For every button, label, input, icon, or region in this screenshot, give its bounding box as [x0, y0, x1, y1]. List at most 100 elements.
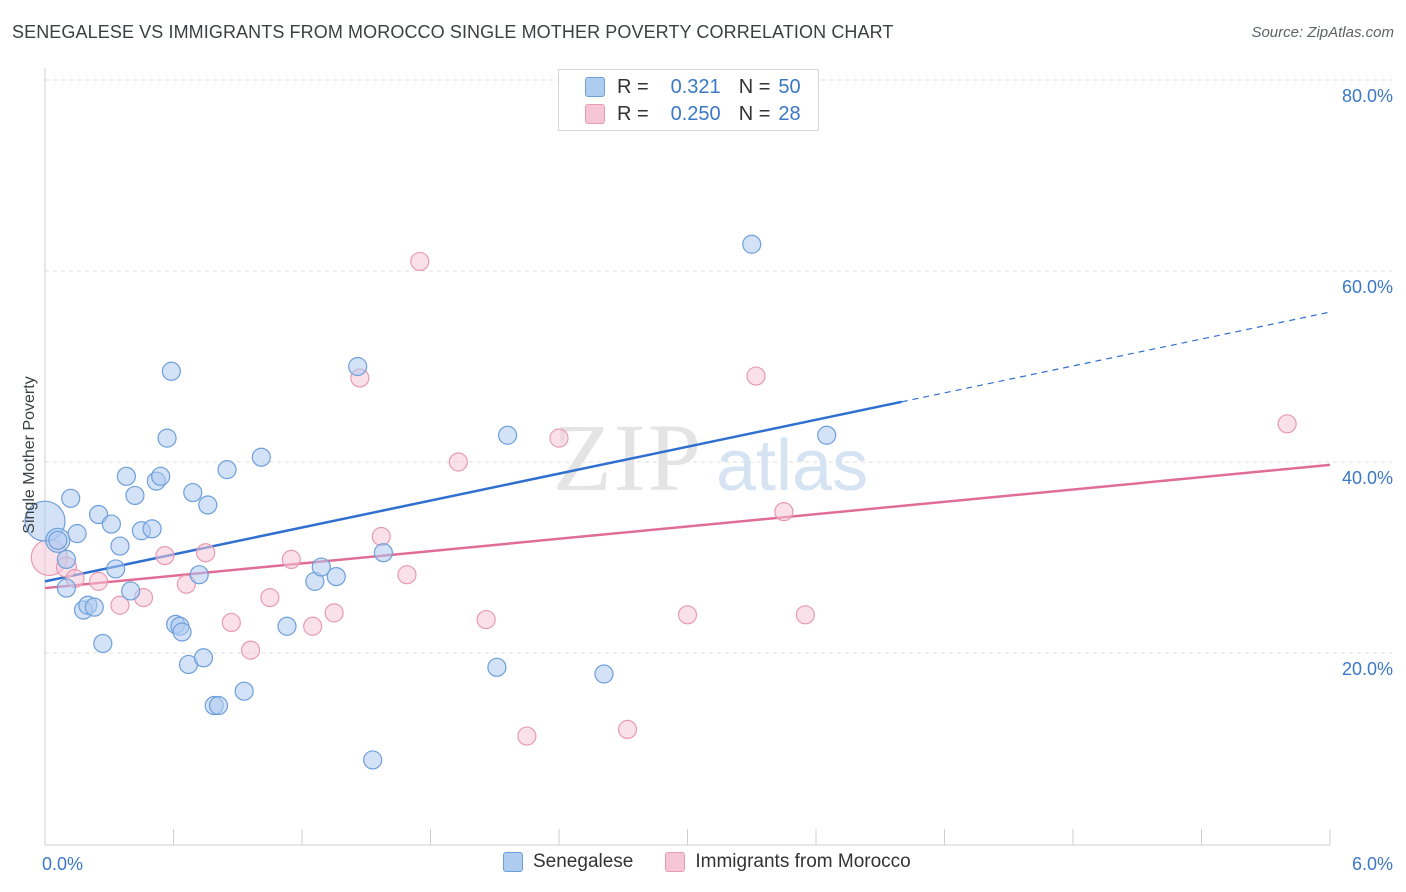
legend-swatch-senegalese: [585, 77, 605, 97]
axes: [44, 68, 1331, 846]
point-senegalese: [251, 447, 271, 467]
x-tick-labels: 0.0% 6.0%: [42, 854, 1393, 874]
point-morocco: [371, 526, 391, 547]
point-morocco: [746, 366, 766, 386]
bottom-legend-swatch-senegalese: [503, 852, 523, 872]
point-morocco: [221, 612, 241, 633]
point-morocco: [517, 726, 537, 746]
x-tick-label-min: 0.0%: [42, 854, 83, 874]
point-senegalese: [198, 495, 218, 515]
trend-lines: [44, 311, 1331, 590]
point-senegalese: [277, 616, 297, 636]
point-senegalese: [208, 695, 229, 716]
point-senegalese: [151, 466, 171, 486]
point-morocco: [155, 545, 175, 566]
x-tick-label-max: 6.0%: [1352, 854, 1393, 874]
point-senegalese: [56, 578, 77, 598]
y-tick-label: 40.0%: [1342, 468, 1393, 488]
point-senegalese: [101, 514, 121, 534]
legend-row-morocco: R = 0.250 N = 28: [585, 101, 801, 127]
bottom-legend-senegalese: Senegalese: [503, 851, 633, 873]
point-morocco: [410, 251, 430, 272]
legend-r-label: R =: [617, 75, 649, 98]
points-senegalese: [24, 99, 837, 770]
legend-n-value: 28: [778, 102, 801, 125]
legend-n-value: 50: [778, 75, 801, 98]
watermark: ZIP atlas: [553, 404, 868, 511]
trend-line-senegalese: [44, 400, 902, 583]
bottom-legend-morocco: Immigrants from Morocco: [665, 851, 911, 873]
legend-r-label: R =: [617, 102, 649, 125]
point-senegalese: [142, 519, 162, 539]
point-senegalese: [373, 543, 393, 563]
point-senegalese: [363, 750, 383, 770]
point-senegalese: [125, 485, 145, 506]
point-morocco: [110, 595, 130, 615]
point-senegalese: [326, 566, 346, 587]
point-morocco: [774, 502, 794, 522]
point-senegalese: [311, 557, 331, 577]
legend-n-label: N =: [738, 75, 771, 98]
bottom-legend-label-morocco: Immigrants from Morocco: [695, 851, 911, 872]
point-senegalese: [61, 488, 81, 508]
point-senegalese: [172, 622, 192, 642]
point-senegalese: [121, 581, 141, 601]
point-senegalese: [217, 460, 237, 480]
point-senegalese: [487, 657, 507, 677]
point-senegalese: [48, 530, 68, 550]
bottom-legend-swatch-morocco: [665, 852, 686, 872]
point-senegalese: [106, 559, 126, 579]
point-morocco: [88, 571, 109, 591]
legend-n-label: N =: [738, 102, 771, 125]
chart-title: SENEGALESE VS IMMIGRANTS FROM MOROCCO SI…: [12, 22, 894, 42]
point-senegalese: [183, 482, 203, 503]
point-morocco: [176, 574, 196, 594]
gridlines: [45, 79, 1392, 654]
point-senegalese: [348, 356, 368, 377]
trend-line-morocco: [44, 463, 1331, 590]
point-morocco: [617, 719, 638, 740]
watermark-zip: ZIP: [553, 404, 703, 511]
bottom-legend-label-senegalese: Senegalese: [533, 851, 634, 872]
point-senegalese: [742, 234, 762, 254]
point-senegalese: [161, 361, 181, 381]
point-senegalese: [56, 549, 77, 570]
point-morocco: [281, 549, 301, 570]
y-axis-label: Single Mother Poverty: [21, 376, 38, 533]
point-morocco: [549, 428, 569, 448]
legend: R = 0.321 N = 50 R = 0.250 N = 28: [558, 69, 819, 131]
point-morocco: [196, 543, 216, 563]
point-senegalese: [84, 597, 104, 617]
y-tick-label: 80.0%: [1342, 86, 1393, 106]
trend-line-senegalese-extension: [901, 311, 1331, 403]
source-label: Source: ZipAtlas.com: [1251, 24, 1394, 41]
point-morocco: [677, 605, 698, 625]
point-senegalese: [193, 648, 214, 668]
point-senegalese: [498, 425, 518, 445]
point-morocco: [448, 452, 468, 472]
point-morocco: [476, 609, 496, 630]
point-senegalese: [88, 504, 109, 525]
point-morocco: [397, 565, 417, 585]
legend-r-value: 0.321: [670, 75, 721, 98]
watermark-atlas: atlas: [716, 426, 868, 506]
point-senegalese: [189, 565, 209, 585]
point-morocco: [795, 605, 815, 625]
point-senegalese: [234, 681, 254, 701]
point-morocco: [241, 640, 261, 660]
point-senegalese: [110, 536, 130, 556]
point-senegalese: [67, 524, 87, 544]
y-tick-labels: 20.0% 40.0% 60.0% 80.0%: [1342, 86, 1393, 679]
points-morocco: [30, 251, 1297, 746]
bottom-legend: Senegalese Immigrants from Morocco: [503, 851, 943, 873]
legend-swatch-morocco: [585, 104, 605, 124]
point-senegalese: [817, 425, 837, 445]
point-morocco: [303, 616, 323, 636]
y-tick-label: 60.0%: [1342, 277, 1393, 297]
point-senegalese: [93, 633, 113, 654]
legend-row-senegalese: R = 0.321 N = 50: [585, 74, 801, 100]
y-tick-label: 20.0%: [1342, 659, 1393, 679]
legend-r-value: 0.250: [670, 102, 721, 125]
point-morocco: [1277, 414, 1297, 434]
